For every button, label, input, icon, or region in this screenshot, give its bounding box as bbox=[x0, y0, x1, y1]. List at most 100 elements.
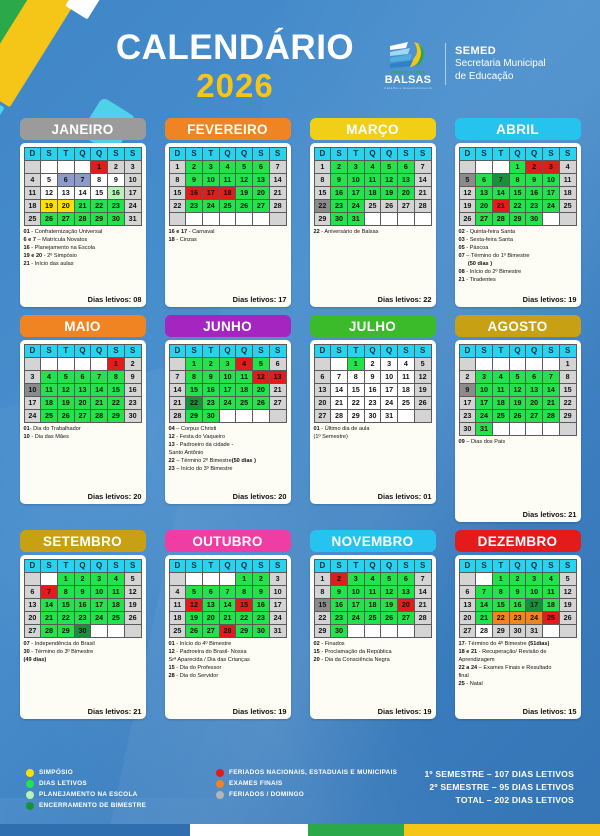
day-cell: 10 bbox=[380, 370, 399, 384]
day-cell: 9 bbox=[363, 370, 382, 384]
day-cell: 3 bbox=[525, 572, 544, 586]
week-row: 13 14 15 16 17 18 19 bbox=[458, 598, 577, 612]
day-cell: 15 bbox=[90, 186, 109, 200]
day-cell: 5 bbox=[508, 370, 527, 384]
month-calendar-table: D S T Q Q S S 1 2 3 4 5 6 7 8 9 10 11 12 13 14 15 16 17 18 19 20 21… bbox=[313, 147, 432, 226]
day-cell: 24 bbox=[201, 199, 220, 213]
day-cell: 12 bbox=[380, 173, 399, 187]
weekday-header-cell: Q bbox=[508, 344, 527, 358]
day-cell: 2 bbox=[458, 370, 477, 384]
day-cell: 5 bbox=[56, 370, 75, 384]
month-calendar-table: D S T Q Q S S 1 2 3 4 5 6 7 8 9 10 11 12 13 14 15 16 17 18 19 20 21… bbox=[458, 147, 577, 226]
day-cell: 12 bbox=[380, 585, 399, 599]
day-cell: 29 bbox=[313, 212, 332, 226]
day-cell: 23 bbox=[201, 396, 220, 410]
weekday-header-cell: T bbox=[56, 344, 75, 358]
logo-tagline: trabalho e desenvolvimento bbox=[383, 86, 433, 90]
day-cell: 24 bbox=[525, 611, 544, 625]
day-cell-empty bbox=[23, 160, 42, 174]
week-row: 13 14 15 16 17 18 19 bbox=[313, 383, 432, 397]
week-row: 22 23 24 25 26 27 28 bbox=[313, 611, 432, 625]
day-cell-empty bbox=[542, 357, 560, 371]
day-cell: 16 bbox=[330, 186, 348, 200]
day-cell: 5 bbox=[235, 160, 254, 174]
day-cell: 6 bbox=[56, 173, 75, 187]
day-cell: 26 bbox=[558, 611, 577, 625]
day-cell: 15 bbox=[491, 598, 510, 612]
month-note-line: 16 e 17 - Carnaval bbox=[168, 229, 215, 235]
day-cell: 4 bbox=[23, 173, 42, 187]
logo-city: BALSAS bbox=[384, 74, 432, 86]
day-cell: 4 bbox=[40, 370, 58, 384]
day-cell-empty bbox=[525, 422, 544, 436]
day-cell: 25 bbox=[491, 409, 510, 423]
day-cell: 23 bbox=[73, 611, 92, 625]
month-title: MAIO bbox=[19, 315, 146, 337]
day-cell: 10 bbox=[542, 173, 560, 187]
weekday-header-cell: S bbox=[268, 344, 287, 358]
day-cell: 13 bbox=[397, 173, 415, 187]
month-note-line: 6 e 7 – Matrícula Novatos bbox=[23, 236, 88, 243]
weekday-header-cell: S bbox=[330, 147, 348, 161]
week-row: 1 bbox=[458, 357, 577, 371]
day-cell: 22 bbox=[508, 199, 527, 213]
weekday-header-cell: D bbox=[168, 559, 187, 573]
month-note-line: final bbox=[458, 672, 469, 679]
day-cell: 8 bbox=[558, 370, 577, 384]
brand-subtitle-line1: Secretaria Municipal bbox=[455, 58, 546, 70]
day-cell: 26 bbox=[380, 199, 399, 213]
day-cell: 28 bbox=[73, 212, 92, 226]
month-card: AGOSTO D S T Q Q S S 1 2 3 4 5 6 7 8 9 10 11 12 13 14 15 17 17 18… bbox=[454, 315, 581, 522]
day-cell: 6 bbox=[201, 585, 220, 599]
day-cell: 13 bbox=[313, 383, 332, 397]
day-cell: 23 bbox=[330, 611, 348, 625]
week-row: 6 7 8 9 10 11 12 bbox=[23, 585, 142, 599]
day-cell: 10 bbox=[268, 585, 287, 599]
day-cell: 3 bbox=[475, 370, 493, 384]
day-cell: 4 bbox=[363, 160, 382, 174]
dias-letivos-count: Dias letivos: 17 bbox=[232, 295, 287, 304]
week-row: 22 23 24 25 26 27 28 bbox=[168, 199, 287, 213]
day-cell: 18 bbox=[168, 611, 187, 625]
day-cell: 22 bbox=[235, 611, 254, 625]
month-body: D S T Q Q S S 1 2 3 4 5 6 7 8 9 10 11 12 13 14 15 16 17 18 19 20 21… bbox=[164, 143, 291, 307]
day-cell: 15 bbox=[508, 186, 527, 200]
day-cell: 3 bbox=[90, 572, 109, 586]
day-cell: 8 bbox=[185, 370, 203, 384]
weekday-header-cell: S bbox=[123, 344, 142, 358]
day-cell: 7 bbox=[168, 370, 187, 384]
day-cell: 11 bbox=[363, 173, 382, 187]
day-cell: 30 bbox=[123, 409, 142, 423]
day-cell: 28 bbox=[90, 409, 109, 423]
month-note-line: 23 – Início do 3º Bimestre bbox=[168, 465, 233, 472]
day-cell: 28 bbox=[268, 199, 287, 213]
day-cell: 28 bbox=[218, 624, 237, 638]
month-note-line: 04 – Corpus Christi bbox=[168, 426, 217, 432]
day-cell: 21 bbox=[218, 611, 237, 625]
day-cell: 20 bbox=[252, 186, 270, 200]
weekday-header-cell: T bbox=[201, 147, 220, 161]
day-cell: 29 bbox=[90, 212, 109, 226]
weekday-header-cell: T bbox=[56, 147, 75, 161]
day-cell: 11 bbox=[40, 383, 58, 397]
day-cell: 12 bbox=[252, 370, 270, 384]
day-cell: 25 bbox=[363, 199, 382, 213]
day-cell: 6 bbox=[397, 572, 415, 586]
dias-letivos-count: Dias letivos: 19 bbox=[232, 707, 287, 716]
day-cell: 12 bbox=[458, 186, 477, 200]
day-cell: 18 bbox=[542, 598, 560, 612]
weekday-header-cell: T bbox=[346, 344, 365, 358]
legend-column-2: FERIADOS NACIONAIS, ESTADUAIS E MUNICIPA… bbox=[216, 769, 406, 810]
day-cell: 21 bbox=[268, 383, 287, 397]
month-note-line: 28 - Dia do Servidor bbox=[168, 672, 219, 679]
day-cell: 3 bbox=[201, 160, 220, 174]
day-cell: 5 bbox=[558, 572, 577, 586]
week-row: 11 12 13 14 15 16 17 bbox=[23, 186, 142, 200]
day-cell: 30 bbox=[107, 212, 125, 226]
day-cell-empty bbox=[363, 624, 382, 638]
day-cell: 14 bbox=[268, 173, 287, 187]
day-cell: 2 bbox=[123, 357, 142, 371]
day-cell: 21 bbox=[330, 396, 348, 410]
legend-total-line: TOTAL – 202 DIAS LETIVOS bbox=[455, 795, 574, 805]
week-row: 4 5 6 7 8 9 10 bbox=[23, 173, 142, 187]
